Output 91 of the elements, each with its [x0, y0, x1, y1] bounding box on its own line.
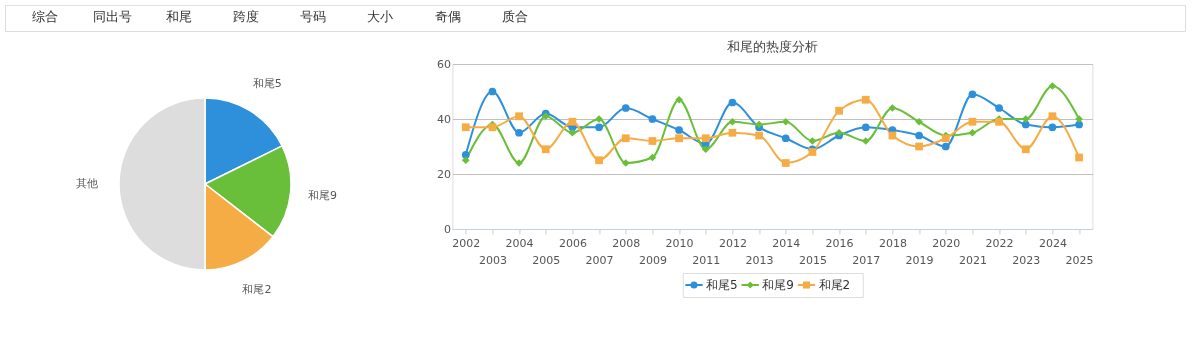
- point: [461, 156, 470, 165]
- x-tick-label: 2013: [745, 253, 774, 267]
- x-tick-label: 2011: [692, 253, 721, 267]
- point: [648, 115, 657, 123]
- point: [488, 87, 497, 96]
- point: [968, 90, 977, 99]
- point: [595, 123, 603, 132]
- x-tick-label: 2023: [1012, 253, 1041, 267]
- point: [541, 145, 550, 154]
- point: [728, 117, 737, 126]
- x-tick-label: 2009: [638, 253, 667, 267]
- point: [968, 128, 977, 137]
- text: 奇偶: [434, 9, 461, 24]
- point: [675, 126, 683, 134]
- point: [728, 128, 737, 137]
- point: [781, 159, 790, 167]
- x-tick-label: 2015: [798, 253, 827, 267]
- y-tick-label: 40: [436, 112, 451, 126]
- text: 综合: [32, 9, 59, 24]
- point: [781, 117, 790, 126]
- x-tick-label: 2004: [505, 236, 534, 250]
- y-tick-label: 20: [436, 167, 451, 181]
- point: [861, 123, 870, 132]
- point: [675, 134, 683, 143]
- slice-label: 其他: [76, 177, 98, 190]
- point: [1021, 145, 1030, 154]
- point: [515, 128, 523, 137]
- point: [835, 106, 843, 115]
- point: [1048, 123, 1057, 132]
- point: [621, 134, 630, 143]
- point: [915, 142, 923, 151]
- x-tick-label: 2006: [558, 236, 587, 250]
- x-tick-label: 2012: [718, 236, 747, 250]
- point: [568, 117, 577, 126]
- point: [675, 95, 683, 104]
- x-tick-label: 2008: [612, 236, 641, 250]
- text: 质合: [501, 9, 528, 24]
- x-tick-label: 2010: [665, 236, 694, 250]
- point: [1075, 153, 1083, 162]
- slice-label: 和尾5: [252, 76, 282, 90]
- point: [648, 137, 657, 145]
- y-tick-label: 60: [436, 57, 451, 71]
- x-tick-label: 2016: [825, 236, 854, 250]
- point: [781, 134, 790, 143]
- point: [888, 104, 897, 112]
- slice-label: 和尾2: [242, 282, 272, 296]
- point: [701, 145, 710, 154]
- point: [1075, 120, 1083, 129]
- x-tick-label: 2014: [772, 236, 801, 250]
- point: [861, 95, 870, 104]
- point: [701, 134, 710, 143]
- text: 和尾: [166, 9, 193, 24]
- y-tick-label: 0: [443, 222, 451, 236]
- legend-label: 和尾2: [818, 278, 851, 292]
- point: [755, 131, 763, 140]
- x-tick-label: 2018: [878, 236, 907, 250]
- point: [995, 104, 1003, 112]
- chart-title: 和尾的热度分析: [726, 39, 818, 54]
- text: 大小: [367, 9, 394, 24]
- point: [568, 128, 577, 137]
- point: [915, 117, 923, 126]
- x-tick-label: 2005: [532, 253, 561, 267]
- legend-label: 和尾9: [762, 278, 794, 292]
- point: [1048, 82, 1057, 90]
- point: [621, 159, 630, 167]
- legend-label: 和尾5: [706, 278, 738, 292]
- text: 跨度: [233, 9, 260, 24]
- x-tick-label: 2020: [932, 236, 961, 250]
- point: [621, 104, 630, 112]
- point: [861, 137, 870, 145]
- point: [1048, 112, 1057, 121]
- point: [941, 142, 950, 151]
- text: 号码: [300, 9, 327, 24]
- point: [968, 117, 977, 126]
- slice-label: 和尾9: [307, 188, 337, 202]
- point: [808, 137, 817, 145]
- x-tick-label: 2022: [985, 236, 1014, 250]
- x-tick-label: 2017: [852, 253, 881, 267]
- x-tick-label: 2019: [905, 253, 934, 267]
- point: [515, 112, 523, 121]
- x-tick-label: 2021: [958, 253, 987, 267]
- x-tick-label: 2007: [585, 253, 614, 267]
- text: 同出号: [92, 9, 132, 24]
- x-tick-label: 2024: [1038, 236, 1067, 250]
- x-tick-label: 2002: [452, 236, 481, 250]
- point: [595, 156, 603, 165]
- x-tick-label: 2003: [478, 253, 507, 267]
- x-tick-label: 2025: [1065, 253, 1094, 267]
- point: [461, 123, 470, 132]
- point: [728, 98, 737, 107]
- point: [915, 131, 923, 140]
